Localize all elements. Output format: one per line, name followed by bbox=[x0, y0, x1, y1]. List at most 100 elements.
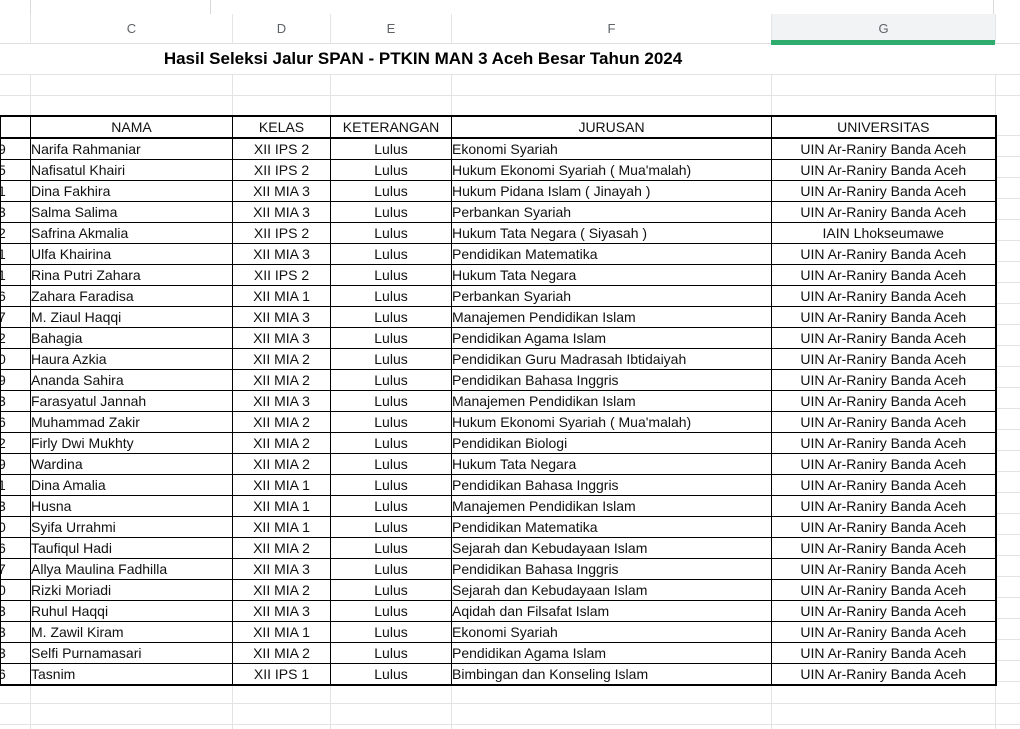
cell-universitas[interactable]: UIN Ar-Raniry Banda Aceh bbox=[771, 180, 996, 202]
header-cell-universitas[interactable]: UNIVERSITAS bbox=[771, 115, 996, 139]
cell-keterangan[interactable]: Lulus bbox=[330, 579, 452, 601]
cell-no[interactable]: 2 bbox=[0, 432, 31, 454]
cell-nama[interactable]: Allya Maulina Fadhilla bbox=[30, 558, 233, 580]
cell-kelas[interactable]: XII IPS 2 bbox=[232, 137, 331, 160]
cell-keterangan[interactable]: Lulus bbox=[330, 201, 452, 223]
cell-universitas[interactable]: UIN Ar-Raniry Banda Aceh bbox=[771, 558, 996, 580]
cell-kelas[interactable]: XII MIA 3 bbox=[232, 180, 331, 202]
cell-jurusan[interactable]: Sejarah dan Kebudayaan Islam bbox=[451, 537, 772, 559]
sheet-title-cell[interactable]: Hasil Seleksi Jalur SPAN - PTKIN MAN 3 A… bbox=[163, 49, 683, 68]
cell-nama[interactable]: Haura Azkia bbox=[30, 348, 233, 370]
cell-jurusan[interactable]: Hukum Ekonomi Syariah ( Mua'malah) bbox=[451, 411, 772, 433]
cell-jurusan[interactable]: Sejarah dan Kebudayaan Islam bbox=[451, 579, 772, 601]
cell-jurusan[interactable]: Aqidah dan Filsafat Islam bbox=[451, 600, 772, 622]
cell-kelas[interactable]: XII MIA 1 bbox=[232, 285, 331, 307]
column-header-d[interactable]: D bbox=[232, 14, 330, 43]
cell-keterangan[interactable]: Lulus bbox=[330, 600, 452, 622]
cell-nama[interactable]: Salma Salima bbox=[30, 201, 233, 223]
cell-kelas[interactable]: XII MIA 3 bbox=[232, 327, 331, 349]
cell-no[interactable]: 6 bbox=[0, 285, 31, 307]
cell-keterangan[interactable]: Lulus bbox=[330, 621, 452, 643]
cell-keterangan[interactable]: Lulus bbox=[330, 537, 452, 559]
cell-no[interactable]: 6 bbox=[0, 537, 31, 559]
cell-keterangan[interactable]: Lulus bbox=[330, 516, 452, 538]
cell-jurusan[interactable]: Pendidikan Agama Islam bbox=[451, 642, 772, 664]
cell-kelas[interactable]: XII MIA 1 bbox=[232, 621, 331, 643]
cell-kelas[interactable]: XII IPS 1 bbox=[232, 663, 331, 686]
cell-jurusan[interactable]: Perbankan Syariah bbox=[451, 285, 772, 307]
cell-keterangan[interactable]: Lulus bbox=[330, 558, 452, 580]
cell-universitas[interactable]: UIN Ar-Raniry Banda Aceh bbox=[771, 516, 996, 538]
cell-nama[interactable]: Safrina Akmalia bbox=[30, 222, 233, 244]
cell-jurusan[interactable]: Ekonomi Syariah bbox=[451, 137, 772, 160]
cell-keterangan[interactable]: Lulus bbox=[330, 663, 452, 686]
cell-keterangan[interactable]: Lulus bbox=[330, 306, 452, 328]
cell-kelas[interactable]: XII IPS 2 bbox=[232, 222, 331, 244]
cell-jurusan[interactable]: Hukum Tata Negara bbox=[451, 264, 772, 286]
cell-universitas[interactable]: UIN Ar-Raniry Banda Aceh bbox=[771, 201, 996, 223]
cell-keterangan[interactable]: Lulus bbox=[330, 243, 452, 265]
cell-jurusan[interactable]: Pendidikan Agama Islam bbox=[451, 327, 772, 349]
header-cell-no[interactable] bbox=[0, 115, 31, 139]
cell-no[interactable]: 7 bbox=[0, 558, 31, 580]
cell-universitas[interactable]: UIN Ar-Raniry Banda Aceh bbox=[771, 285, 996, 307]
cell-no[interactable]: 7 bbox=[0, 306, 31, 328]
cell-universitas[interactable]: UIN Ar-Raniry Banda Aceh bbox=[771, 537, 996, 559]
cell-no[interactable]: 3 bbox=[0, 621, 31, 643]
cell-nama[interactable]: Bahagia bbox=[30, 327, 233, 349]
cell-nama[interactable]: Dina Fakhira bbox=[30, 180, 233, 202]
cell-nama[interactable]: Muhammad Zakir bbox=[30, 411, 233, 433]
cell-no[interactable]: 3 bbox=[0, 201, 31, 223]
cell-no[interactable]: 9 bbox=[0, 369, 31, 391]
cell-jurusan[interactable]: Pendidikan Biologi bbox=[451, 432, 772, 454]
cell-nama[interactable]: Farasyatul Jannah bbox=[30, 390, 233, 412]
cell-no[interactable]: 2 bbox=[0, 327, 31, 349]
cell-kelas[interactable]: XII MIA 2 bbox=[232, 579, 331, 601]
cell-kelas[interactable]: XII MIA 3 bbox=[232, 306, 331, 328]
cell-nama[interactable]: Ruhul Haqqi bbox=[30, 600, 233, 622]
cell-jurusan[interactable]: Pendidikan Bahasa Inggris bbox=[451, 558, 772, 580]
cell-universitas[interactable]: UIN Ar-Raniry Banda Aceh bbox=[771, 348, 996, 370]
cell-kelas[interactable]: XII MIA 2 bbox=[232, 432, 331, 454]
cell-nama[interactable]: M. Ziaul Haqqi bbox=[30, 306, 233, 328]
cell-nama[interactable]: M. Zawil Kiram bbox=[30, 621, 233, 643]
cell-nama[interactable]: Narifa Rahmaniar bbox=[30, 137, 233, 160]
cell-universitas[interactable]: UIN Ar-Raniry Banda Aceh bbox=[771, 243, 996, 265]
cell-jurusan[interactable]: Manajemen Pendidikan Islam bbox=[451, 306, 772, 328]
cell-jurusan[interactable]: Manajemen Pendidikan Islam bbox=[451, 390, 772, 412]
cell-kelas[interactable]: XII MIA 3 bbox=[232, 600, 331, 622]
cell-no[interactable]: 9 bbox=[0, 137, 31, 160]
cell-no[interactable]: 5 bbox=[0, 159, 31, 181]
cell-universitas[interactable]: UIN Ar-Raniry Banda Aceh bbox=[771, 495, 996, 517]
header-cell-kelas[interactable]: KELAS bbox=[232, 115, 331, 139]
column-header-h-sliver[interactable] bbox=[995, 14, 1020, 43]
header-cell-nama[interactable]: NAMA bbox=[30, 115, 233, 139]
cell-universitas[interactable]: UIN Ar-Raniry Banda Aceh bbox=[771, 369, 996, 391]
cell-keterangan[interactable]: Lulus bbox=[330, 180, 452, 202]
column-header-e[interactable]: E bbox=[330, 14, 451, 43]
cell-universitas[interactable]: UIN Ar-Raniry Banda Aceh bbox=[771, 432, 996, 454]
cell-kelas[interactable]: XII MIA 1 bbox=[232, 495, 331, 517]
cell-kelas[interactable]: XII MIA 1 bbox=[232, 474, 331, 496]
cell-keterangan[interactable]: Lulus bbox=[330, 390, 452, 412]
cell-nama[interactable]: Nafisatul Khairi bbox=[30, 159, 233, 181]
cell-no[interactable]: 3 bbox=[0, 390, 31, 412]
cell-nama[interactable]: Husna bbox=[30, 495, 233, 517]
cell-keterangan[interactable]: Lulus bbox=[330, 264, 452, 286]
cell-no[interactable]: 1 bbox=[0, 474, 31, 496]
cell-nama[interactable]: Rizki Moriadi bbox=[30, 579, 233, 601]
cell-universitas[interactable]: UIN Ar-Raniry Banda Aceh bbox=[771, 306, 996, 328]
cell-nama[interactable]: Selfi Purnamasari bbox=[30, 642, 233, 664]
cell-universitas[interactable]: IAIN Lhokseumawe bbox=[771, 222, 996, 244]
cell-jurusan[interactable]: Hukum Tata Negara ( Siyasah ) bbox=[451, 222, 772, 244]
cell-kelas[interactable]: XII MIA 1 bbox=[232, 516, 331, 538]
cell-universitas[interactable]: UIN Ar-Raniry Banda Aceh bbox=[771, 600, 996, 622]
cell-no[interactable]: 3 bbox=[0, 495, 31, 517]
cell-universitas[interactable]: UIN Ar-Raniry Banda Aceh bbox=[771, 642, 996, 664]
cell-keterangan[interactable]: Lulus bbox=[330, 159, 452, 181]
cell-kelas[interactable]: XII MIA 2 bbox=[232, 369, 331, 391]
cell-keterangan[interactable]: Lulus bbox=[330, 285, 452, 307]
cell-keterangan[interactable]: Lulus bbox=[330, 411, 452, 433]
cell-universitas[interactable]: UIN Ar-Raniry Banda Aceh bbox=[771, 474, 996, 496]
cell-nama[interactable]: Ulfa Khairina bbox=[30, 243, 233, 265]
